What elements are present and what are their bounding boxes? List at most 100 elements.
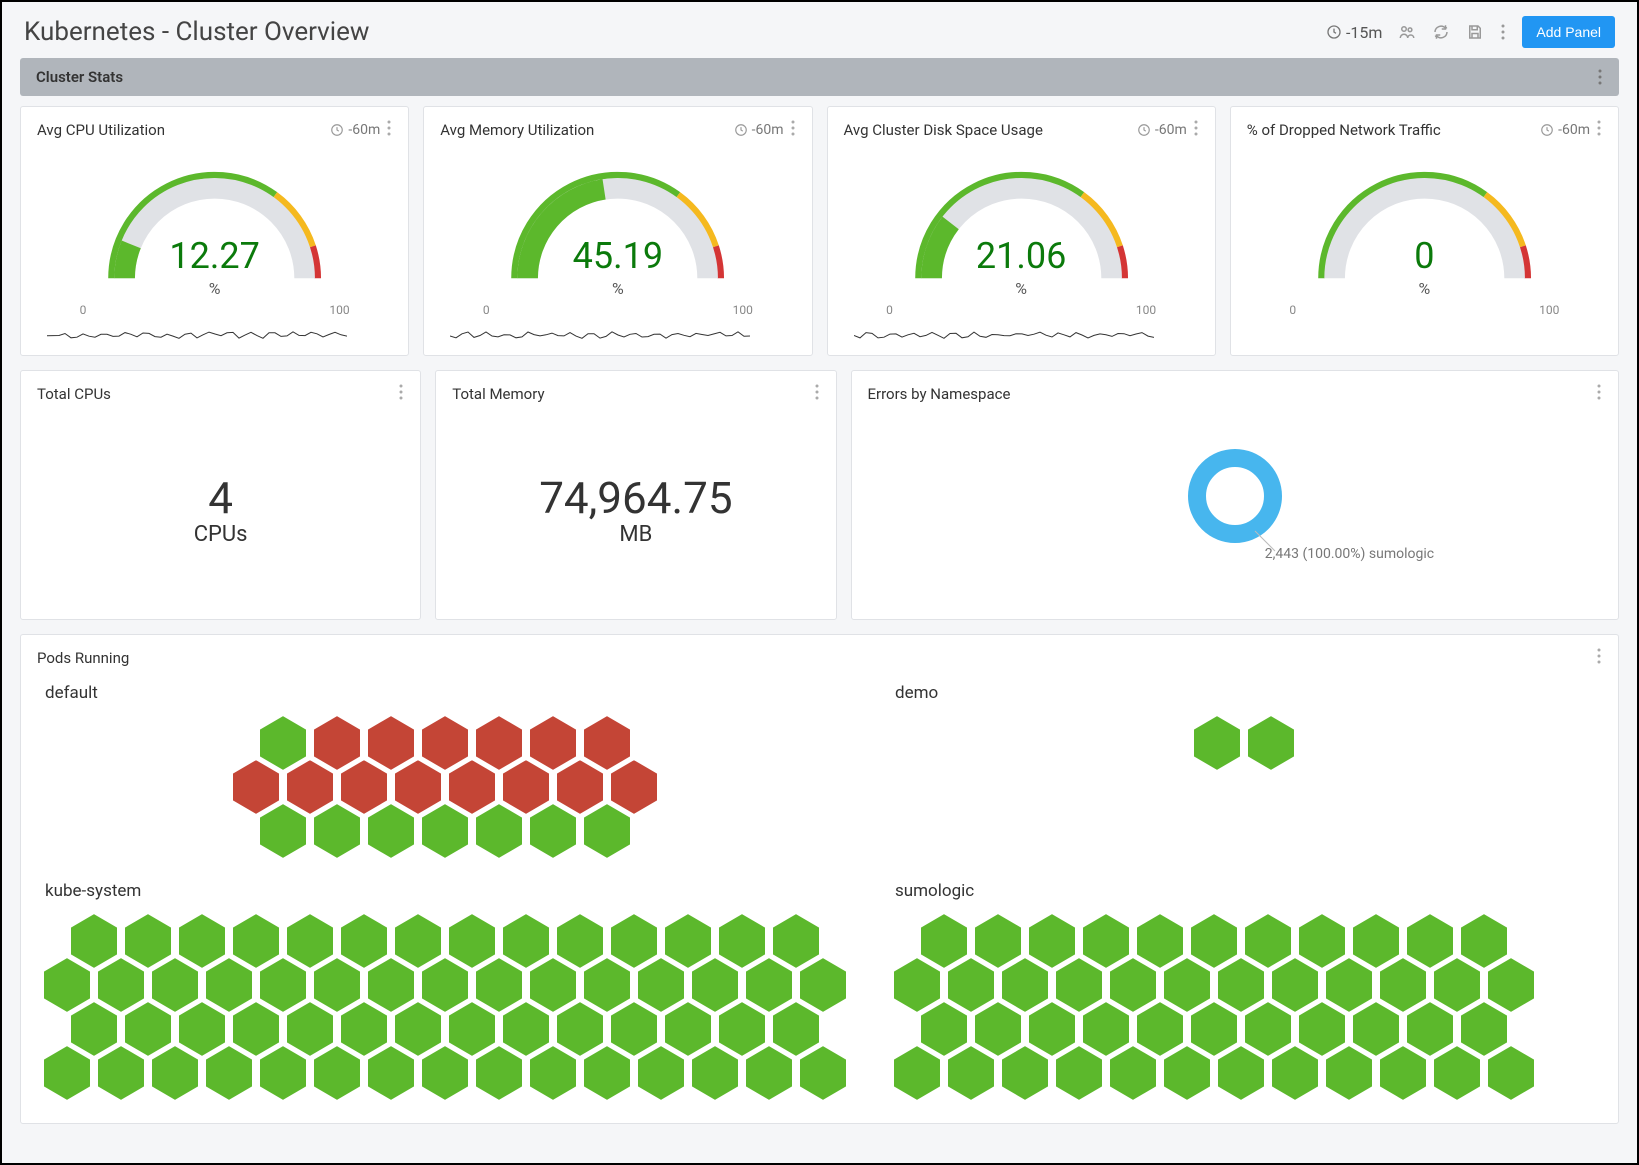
- pod-hex[interactable]: [473, 1043, 525, 1103]
- pod-hex[interactable]: [257, 801, 309, 861]
- pod-hex[interactable]: [365, 801, 417, 861]
- pod-hex[interactable]: [999, 1043, 1051, 1103]
- panel-more-icon[interactable]: [1596, 119, 1602, 141]
- pod-hex[interactable]: [581, 801, 633, 861]
- panel-time-range[interactable]: -60m: [734, 122, 784, 138]
- gauge-scale-max: 100: [733, 303, 753, 317]
- clock-icon: [1137, 123, 1151, 137]
- stat-unit: CPUs: [194, 522, 248, 547]
- pod-hex[interactable]: [1053, 1043, 1105, 1103]
- users-icon[interactable]: [1398, 23, 1416, 41]
- panel-time-range[interactable]: -60m: [1540, 122, 1590, 138]
- gauge-scale-max: 100: [1136, 303, 1156, 317]
- gauge-value: 45.19: [573, 235, 663, 277]
- namespace-block: kube-system: [41, 881, 851, 1103]
- pod-hex[interactable]: [311, 1043, 363, 1103]
- namespace-block: sumologic: [891, 881, 1598, 1103]
- time-range-picker[interactable]: -15m: [1326, 23, 1382, 42]
- panel-total-memory: Total Memory 74,964.75 MB: [435, 370, 836, 620]
- pod-hex[interactable]: [797, 1043, 849, 1103]
- pod-hex[interactable]: [1377, 1043, 1429, 1103]
- panel-time-range[interactable]: -60m: [1137, 122, 1187, 138]
- gauge-unit: %: [209, 279, 221, 298]
- pod-hex[interactable]: [1485, 1043, 1537, 1103]
- panel-time-range[interactable]: -60m: [330, 122, 380, 138]
- save-icon[interactable]: [1466, 23, 1484, 41]
- pod-hex[interactable]: [891, 1043, 943, 1103]
- namespace-block: default: [41, 683, 851, 861]
- panel-more-icon[interactable]: [814, 383, 820, 405]
- pod-hex[interactable]: [311, 801, 363, 861]
- pod-hex[interactable]: [149, 1043, 201, 1103]
- clock-icon: [330, 123, 344, 137]
- header-more-icon[interactable]: [1500, 23, 1506, 41]
- panel-more-icon[interactable]: [1193, 119, 1199, 141]
- clock-icon: [734, 123, 748, 137]
- add-panel-button[interactable]: Add Panel: [1522, 16, 1615, 48]
- gauge-unit: %: [1015, 279, 1027, 298]
- namespace-name: demo: [891, 683, 1598, 703]
- donut-slice-label: 2,443 (100.00%) sumologic: [1265, 546, 1434, 562]
- panel-total-cpus: Total CPUs 4 CPUs: [20, 370, 421, 620]
- pod-hex[interactable]: [945, 1043, 997, 1103]
- gauge-chart: 45.19 % 0 100: [440, 147, 795, 347]
- pod-hex[interactable]: [203, 1043, 255, 1103]
- panel-title: Avg CPU Utilization: [37, 121, 165, 139]
- gauge-unit: %: [612, 279, 624, 298]
- gauge-chart: 21.06 % 0 100: [844, 147, 1199, 347]
- pod-hex[interactable]: [419, 1043, 471, 1103]
- panel-more-icon[interactable]: [790, 119, 796, 141]
- gauge-panel: % of Dropped Network Traffic -60m 0 % 0: [1230, 106, 1619, 356]
- pod-hex[interactable]: [1161, 1043, 1213, 1103]
- section-cluster-stats[interactable]: Cluster Stats: [20, 58, 1619, 96]
- panel-pods-running: Pods Running default demo kube-system sumol…: [20, 634, 1619, 1124]
- pod-hex[interactable]: [581, 1043, 633, 1103]
- namespace-name: kube-system: [41, 881, 851, 901]
- pod-hex[interactable]: [257, 1043, 309, 1103]
- pod-hex[interactable]: [1431, 1043, 1483, 1103]
- gauge-scale-max: 100: [1539, 303, 1559, 317]
- gauge-panel: Avg Memory Utilization -60m 45.19 % 0: [423, 106, 812, 356]
- pod-hex[interactable]: [95, 1043, 147, 1103]
- pod-hex[interactable]: [1215, 1043, 1267, 1103]
- panel-title: Pods Running: [37, 649, 129, 667]
- panel-title: Avg Memory Utilization: [440, 121, 594, 139]
- pod-hex[interactable]: [1107, 1043, 1159, 1103]
- dashboard-header: Kubernetes - Cluster Overview -15m Add P…: [2, 2, 1637, 58]
- pod-hex[interactable]: [365, 1043, 417, 1103]
- panel-more-icon[interactable]: [1596, 383, 1602, 405]
- pod-hex[interactable]: [1191, 713, 1243, 773]
- gauge-panel: Avg CPU Utilization -60m 12.27 % 0: [20, 106, 409, 356]
- pod-hex[interactable]: [635, 1043, 687, 1103]
- panel-more-icon[interactable]: [398, 383, 404, 405]
- page-title: Kubernetes - Cluster Overview: [24, 17, 369, 47]
- stat-value: 74,964.75: [539, 472, 732, 524]
- pod-hex[interactable]: [689, 1043, 741, 1103]
- stat-unit: MB: [619, 522, 652, 547]
- panel-title: Avg Cluster Disk Space Usage: [844, 121, 1043, 139]
- donut-chart: 2,443 (100.00%) sumologic: [868, 411, 1603, 581]
- section-more-icon[interactable]: [1597, 68, 1603, 86]
- namespace-name: sumologic: [891, 881, 1598, 901]
- panel-more-icon[interactable]: [386, 119, 392, 141]
- pod-hex[interactable]: [743, 1043, 795, 1103]
- gauge-scale-min: 0: [80, 303, 87, 317]
- refresh-icon[interactable]: [1432, 23, 1450, 41]
- pod-hex[interactable]: [419, 801, 471, 861]
- gauge-chart: 0 % 0 100: [1247, 147, 1602, 347]
- panel-title: % of Dropped Network Traffic: [1247, 121, 1441, 139]
- time-range-label: -15m: [1346, 23, 1382, 42]
- pod-hex[interactable]: [527, 801, 579, 861]
- gauge-value: 0: [1414, 235, 1434, 277]
- pod-hex[interactable]: [1269, 1043, 1321, 1103]
- gauge-scale-max: 100: [329, 303, 349, 317]
- gauge-panel: Avg Cluster Disk Space Usage -60m 21.06 …: [827, 106, 1216, 356]
- pod-hex[interactable]: [1323, 1043, 1375, 1103]
- pod-hex[interactable]: [41, 1043, 93, 1103]
- pod-hex[interactable]: [1245, 713, 1297, 773]
- panel-more-icon[interactable]: [1596, 647, 1602, 669]
- header-actions: -15m Add Panel: [1326, 16, 1615, 48]
- gauge-chart: 12.27 % 0 100: [37, 147, 392, 347]
- pod-hex[interactable]: [527, 1043, 579, 1103]
- pod-hex[interactable]: [473, 801, 525, 861]
